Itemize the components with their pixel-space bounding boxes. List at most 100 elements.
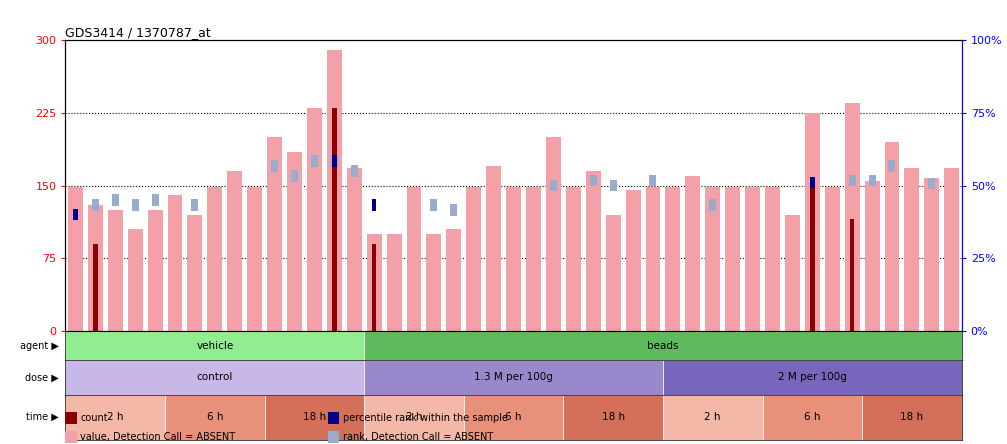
Text: 2 h: 2 h [406,412,422,422]
Bar [625,190,640,331]
Bar [112,194,119,206]
Bar [346,168,362,331]
Bar [850,219,854,331]
FancyBboxPatch shape [65,395,165,440]
Text: percentile rank within the sample: percentile rank within the sample [342,413,508,423]
Text: value, Detection Call = ABSENT: value, Detection Call = ABSENT [81,432,236,442]
Bar [267,137,282,331]
Bar [247,187,262,331]
FancyBboxPatch shape [65,331,365,360]
Text: rank, Detection Call = ABSENT: rank, Detection Call = ABSENT [342,432,492,442]
Bar [526,187,541,331]
Text: vehicle: vehicle [196,341,234,351]
FancyBboxPatch shape [563,395,663,440]
Bar [152,194,158,206]
Bar [450,204,457,216]
Bar [128,229,143,331]
Bar [586,171,601,331]
Bar [810,177,815,188]
Bar [332,155,336,167]
Bar [65,412,77,424]
Bar [904,168,919,331]
Bar [387,234,402,331]
Bar [865,181,879,331]
Text: 18 h: 18 h [303,412,326,422]
Bar [466,187,481,331]
Text: agent ▶: agent ▶ [20,341,59,351]
Bar [666,187,681,331]
Bar [550,180,557,191]
Bar [486,166,501,331]
Bar [430,199,437,211]
Bar [327,412,339,424]
Bar [74,209,78,220]
Bar [332,108,336,331]
Text: count: count [81,413,108,423]
Bar [108,210,123,331]
Bar [372,244,377,331]
Bar [426,234,441,331]
Bar [331,155,337,167]
Bar [191,199,198,211]
FancyBboxPatch shape [365,395,464,440]
FancyBboxPatch shape [762,395,862,440]
Bar [67,187,83,331]
Bar [845,103,860,331]
Text: 2 h: 2 h [705,412,721,422]
Bar [928,178,936,190]
Bar [805,113,820,331]
FancyBboxPatch shape [365,331,962,360]
FancyBboxPatch shape [65,360,365,395]
Bar [287,151,302,331]
Bar [849,175,856,186]
Bar [291,170,298,182]
Bar [765,187,780,331]
Text: time ▶: time ▶ [26,412,59,422]
Bar [784,214,800,331]
Bar [745,187,760,331]
Bar [645,187,661,331]
Text: 6 h: 6 h [804,412,821,422]
Bar [93,244,98,331]
Text: 2 h: 2 h [107,412,124,422]
Bar [88,205,103,331]
Bar [507,187,521,331]
Bar [605,214,620,331]
FancyBboxPatch shape [862,395,962,440]
Text: dose ▶: dose ▶ [25,373,59,382]
Text: 6 h: 6 h [206,412,224,422]
Bar [924,178,940,331]
Text: 18 h: 18 h [601,412,624,422]
Bar [609,180,616,191]
Text: 1.3 M per 100g: 1.3 M per 100g [474,373,553,382]
Text: 2 M per 100g: 2 M per 100g [777,373,847,382]
Bar [327,50,341,331]
Bar [132,199,139,211]
Bar [271,160,278,172]
Bar [869,175,875,186]
Text: control: control [196,373,233,382]
Bar [888,160,895,172]
Bar [709,199,716,211]
Bar [307,108,322,331]
Bar [65,431,77,443]
Bar [705,187,720,331]
Bar [945,168,960,331]
FancyBboxPatch shape [663,395,762,440]
Bar [327,431,339,443]
Bar [566,187,581,331]
Bar [825,187,840,331]
FancyBboxPatch shape [464,395,563,440]
FancyBboxPatch shape [663,360,962,395]
Text: 6 h: 6 h [506,412,522,422]
Bar [350,165,357,177]
Bar [367,234,382,331]
FancyBboxPatch shape [165,395,265,440]
Bar [372,199,377,211]
Bar [650,175,657,186]
Bar [148,210,162,331]
Bar [725,187,740,331]
Bar [92,199,99,211]
Bar [407,187,422,331]
Bar [446,229,461,331]
